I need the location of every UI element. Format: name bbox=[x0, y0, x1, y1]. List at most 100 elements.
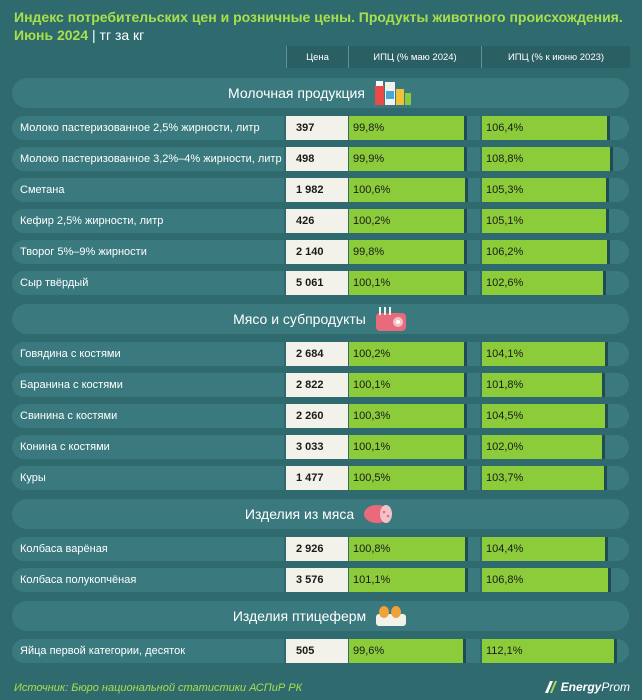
product-name: Говядина с костями bbox=[12, 342, 284, 366]
section-header: Изделия из мяса bbox=[12, 499, 629, 529]
cpi-june-bar: 105,3% bbox=[482, 178, 606, 202]
meat-icon bbox=[374, 305, 408, 333]
cpi-may-bar: 100,6% bbox=[349, 178, 465, 202]
logo-mark-icon bbox=[544, 681, 557, 693]
table-row: Яйца первой категории, десяток 505 99,6% 11… bbox=[12, 639, 629, 663]
source-note: Источник: Бюро национальной статистики А… bbox=[14, 682, 303, 694]
table-row: Сыр твёрдый 5 061 100,1% 102,6% bbox=[12, 271, 629, 295]
cpi-june-bar-edge bbox=[607, 568, 611, 592]
cpi-june-bar: 104,1% bbox=[482, 342, 605, 366]
price-value: 2 926 bbox=[286, 537, 348, 561]
title-line-1: Индекс потребительских цен и розничные ц… bbox=[14, 9, 623, 25]
cpi-may-bar: 99,8% bbox=[349, 240, 464, 264]
chart-header: Индекс потребительских цен и розничные ц… bbox=[14, 8, 634, 44]
table-row: Молоко пастеризованное 2,5% жирности, ли… bbox=[12, 116, 629, 140]
cpi-may-bar-edge bbox=[464, 342, 468, 366]
cpi-june-bar: 106,8% bbox=[482, 568, 608, 592]
logo-brand-lite: Prom bbox=[601, 680, 630, 694]
cpi-may-bar: 99,9% bbox=[349, 147, 464, 171]
chart-title: Индекс потребительских цен и розничные ц… bbox=[14, 8, 634, 44]
price-value: 397 bbox=[286, 116, 348, 140]
price-value: 2 260 bbox=[286, 404, 348, 428]
cpi-june-bar-edge bbox=[605, 404, 609, 428]
column-headers: Цена ИПЦ (% маю 2024) ИПЦ (% к июню 2023… bbox=[0, 46, 642, 68]
cpi-may-bar: 100,3% bbox=[349, 404, 465, 428]
cpi-may-bar: 99,8% bbox=[349, 116, 464, 140]
cpi-june-bar: 104,5% bbox=[482, 404, 606, 428]
cpi-june-bar: 112,1% bbox=[482, 639, 614, 663]
cpi-june-bar-edge bbox=[604, 342, 608, 366]
logo-brand-bold: Energy bbox=[560, 680, 602, 694]
product-name: Яйца первой категории, десяток bbox=[12, 639, 284, 663]
cpi-june-bar: 105,1% bbox=[482, 209, 606, 233]
price-value: 498 bbox=[286, 147, 348, 171]
price-value: 2 822 bbox=[286, 373, 348, 397]
cpi-june-bar-edge bbox=[613, 639, 617, 663]
section-title: Молочная продукция bbox=[228, 85, 365, 101]
cpi-june-bar: 106,4% bbox=[482, 116, 608, 140]
cpi-may-bar: 100,8% bbox=[349, 537, 465, 561]
cpi-june-bar-edge bbox=[605, 178, 609, 202]
unit-label: | тг за кг bbox=[92, 27, 145, 43]
price-value: 3 576 bbox=[286, 568, 348, 592]
price-value: 1 477 bbox=[286, 466, 348, 490]
table-row: Творог 5%–9% жирности 2 140 99,8% 106,2% bbox=[12, 240, 629, 264]
sausage-icon bbox=[362, 500, 396, 528]
cpi-may-bar-edge bbox=[464, 209, 468, 233]
section-header: Изделия птицеферм bbox=[12, 601, 629, 631]
table-row: Конина с костями 3 033 100,1% 102,0% bbox=[12, 435, 629, 459]
cpi-june-bar-edge bbox=[602, 271, 606, 295]
price-value: 5 061 bbox=[286, 271, 348, 295]
title-line-2: Июнь 2024 bbox=[14, 27, 89, 43]
product-name: Конина с костями bbox=[12, 435, 284, 459]
product-name: Баранина с костями bbox=[12, 373, 284, 397]
product-name: Творог 5%–9% жирности bbox=[12, 240, 284, 264]
table-row: Колбаса полукопчёная 3 576 101,1% 106,8% bbox=[12, 568, 629, 592]
cpi-may-bar: 100,1% bbox=[349, 373, 464, 397]
cpi-may-bar: 99,6% bbox=[349, 639, 464, 663]
cpi-june-bar-edge bbox=[604, 537, 608, 561]
section-header: Мясо и субпродукты bbox=[12, 304, 629, 334]
price-value: 2 684 bbox=[286, 342, 348, 366]
cpi-june-bar: 108,8% bbox=[482, 147, 611, 171]
table-row: Сметана 1 982 100,6% 105,3% bbox=[12, 178, 629, 202]
table-row: Свинина с костями 2 260 100,3% 104,5% bbox=[12, 404, 629, 428]
table-row: Говядина с костями 2 684 100,2% 104,1% bbox=[12, 342, 629, 366]
product-name: Колбаса варёная bbox=[12, 537, 284, 561]
cpi-may-bar-edge bbox=[463, 639, 467, 663]
cpi-may-bar-edge bbox=[463, 271, 467, 295]
table-row: Кефир 2,5% жирности, литр 426 100,2% 105,1% bbox=[12, 209, 629, 233]
price-value: 426 bbox=[286, 209, 348, 233]
cpi-june-bar: 102,6% bbox=[482, 271, 603, 295]
cpi-june-bar: 101,8% bbox=[482, 373, 602, 397]
table-row: Баранина с костями 2 822 100,1% 101,8% bbox=[12, 373, 629, 397]
cpi-june-bar-edge bbox=[605, 209, 609, 233]
table-row: Молоко пастеризованное 3,2%–4% жирности,… bbox=[12, 147, 629, 171]
price-column-header: Цена bbox=[287, 46, 348, 68]
cpi-june-bar-edge bbox=[604, 466, 608, 490]
cpi-may-bar: 100,2% bbox=[349, 209, 465, 233]
cpi-may-bar: 100,2% bbox=[349, 342, 465, 366]
cpi-may-bar-edge bbox=[463, 147, 467, 171]
section-header: Молочная продукция bbox=[12, 78, 629, 108]
cpi-may-bar: 100,1% bbox=[349, 435, 464, 459]
cpi-may-bar-edge bbox=[464, 404, 468, 428]
product-name: Куры bbox=[12, 466, 284, 490]
cpi-may-bar-edge bbox=[465, 568, 469, 592]
cpi-may-bar-edge bbox=[464, 466, 468, 490]
cpi-june-bar-edge bbox=[607, 116, 611, 140]
section-title: Изделия птицеферм bbox=[232, 608, 367, 624]
product-name: Сметана bbox=[12, 178, 284, 202]
product-name: Свинина с костями bbox=[12, 404, 284, 428]
cpi-june-bar: 106,2% bbox=[482, 240, 608, 264]
product-name: Молоко пастеризованное 2,5% жирности, ли… bbox=[12, 116, 284, 140]
product-name: Сыр твёрдый bbox=[12, 271, 284, 295]
cpi-june-bar: 102,0% bbox=[482, 435, 603, 459]
cpi-may-bar-edge bbox=[463, 435, 467, 459]
section-title: Мясо и субпродукты bbox=[233, 311, 366, 327]
table-row: Колбаса варёная 2 926 100,8% 104,4% bbox=[12, 537, 629, 561]
cpi-june-bar-edge bbox=[610, 147, 614, 171]
cpi-june-bar: 103,7% bbox=[482, 466, 605, 490]
cpi-may-bar: 101,1% bbox=[349, 568, 466, 592]
price-value: 505 bbox=[286, 639, 348, 663]
